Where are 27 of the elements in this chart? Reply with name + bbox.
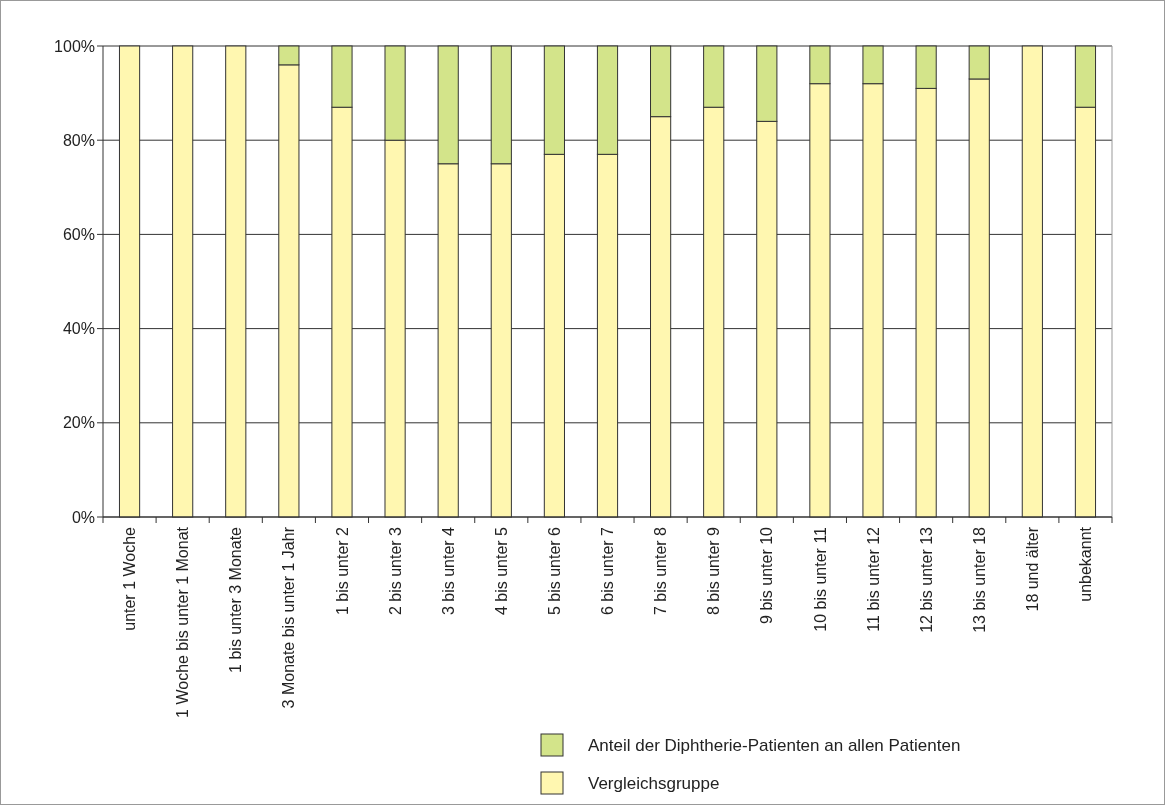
x-tick-label: 8 bis unter 9: [705, 526, 723, 616]
y-tick-label: 40%: [62, 320, 95, 338]
x-tick-label: 3 bis unter 4: [439, 526, 457, 616]
y-tick-label: 100%: [54, 37, 95, 55]
x-tick-label: 2 bis unter 3: [386, 526, 404, 616]
x-tick-label: 11 bis unter 12: [864, 526, 882, 632]
x-tick-label: 1 bis unter 2: [333, 526, 351, 616]
x-tick-label: unter 1 Woche: [121, 526, 139, 631]
x-tick-label: 1 bis unter 3 Monate: [227, 526, 245, 673]
y-tick-label: 60%: [62, 226, 95, 243]
y-tick-label: 20%: [62, 414, 95, 432]
x-tick-label: 1 Woche bis unter 1 Monat: [174, 526, 192, 718]
x-tick-label: 9 bis unter 10: [758, 526, 776, 624]
x-tick-label: 5 bis unter 6: [545, 526, 563, 616]
x-tick-label: unbekannt: [1077, 526, 1095, 602]
x-tick-label: 12 bis unter 13: [917, 526, 935, 633]
x-tick-label: 6 bis unter 7: [599, 526, 617, 616]
x-tick-label: 13 bis unter 18: [970, 526, 988, 633]
x-tick-label: 4 bis unter 5: [492, 526, 510, 616]
x-tick-label: 3 Monate bis unter 1 Jahr: [280, 526, 298, 709]
x-tick-label: 7 bis unter 8: [652, 526, 670, 616]
x-tick-label: 10 bis unter 11: [811, 526, 829, 632]
y-tick-label: 80%: [62, 131, 95, 149]
legend-label: Vergleichsgruppe: [588, 773, 720, 793]
x-tick-label: 18 und älter: [1023, 526, 1041, 612]
y-tick-label: 0%: [71, 508, 95, 526]
legend-label: Anteil der Diphtherie-Patienten an allen Patienten: [588, 735, 961, 755]
